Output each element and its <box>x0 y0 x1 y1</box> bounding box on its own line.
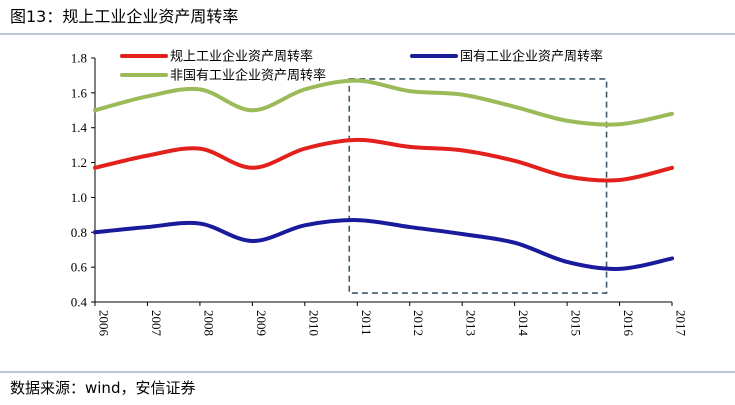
series-line-state-owned <box>93 218 674 271</box>
x-tick-label: 2010 <box>306 310 321 336</box>
y-tick-label: 0.8 <box>71 225 87 240</box>
legend-label: 国有工业企业资产周转率 <box>460 49 603 65</box>
x-tick-label: 2016 <box>621 310 636 337</box>
legend-item-total: 规上工业企业资产周转率 <box>120 49 313 65</box>
top-rule <box>0 33 735 35</box>
y-tick-label: 1.4 <box>71 120 88 135</box>
x-tick-label: 2009 <box>254 310 269 336</box>
y-tick-label: 1.0 <box>71 190 87 205</box>
legend-label: 规上工业企业资产周转率 <box>170 49 313 65</box>
x-tick-labels: 2006 2007 2008 2009 2010 2011 2012 2013 2014 2015… <box>97 310 689 337</box>
x-tick-label: 2006 <box>97 310 112 337</box>
y-tick-label: 1.2 <box>71 155 87 170</box>
series-lines <box>93 78 674 271</box>
legend-item-state-owned: 国有工业企业资产周转率 <box>410 49 603 65</box>
series-line-total <box>93 137 674 183</box>
x-tick-label: 2008 <box>201 310 216 336</box>
figure-title: 图13：规上工业企业资产周转率 <box>10 7 239 26</box>
x-tick-label: 2017 <box>674 310 689 337</box>
y-tick-label: 1.8 <box>71 51 87 66</box>
y-tick-label: 0.6 <box>71 260 88 275</box>
legend-label: 非国有工业企业资产周转率 <box>170 68 326 84</box>
x-tick-label: 2012 <box>411 310 426 336</box>
axes <box>91 57 673 306</box>
highlight-rectangle <box>348 78 608 294</box>
x-tick-label: 2011 <box>359 310 374 336</box>
x-tick-label: 2013 <box>464 310 479 336</box>
line-chart: 0.40.60.81.01.21.41.61.8 2006 2007 2008 200… <box>71 49 689 337</box>
source-note: 数据来源：wind，安信证券 <box>10 379 196 397</box>
y-tick-label: 1.6 <box>71 85 88 100</box>
y-tick-labels: 0.4 0.6 0.8 1.0 1.2 1.4 1.6 1.8 <box>71 51 88 310</box>
x-tick-label: 2015 <box>569 310 584 336</box>
highlight-box <box>348 78 608 294</box>
x-tick-label: 2007 <box>149 310 164 337</box>
legend-item-non-state-owned: 非国有工业企业资产周转率 <box>120 68 326 84</box>
bottom-rule <box>0 371 735 373</box>
x-tick-label: 2014 <box>516 310 531 337</box>
y-tick-label: 0.4 <box>71 295 88 310</box>
series-line-non-state-owned <box>93 78 674 127</box>
